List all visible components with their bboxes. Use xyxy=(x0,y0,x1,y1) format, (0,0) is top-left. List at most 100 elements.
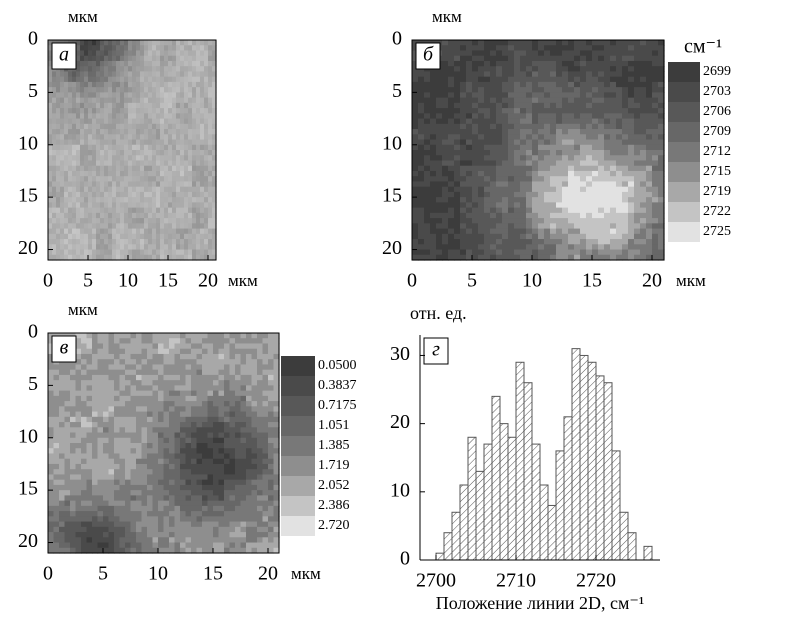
y-tick-label: 10 xyxy=(382,132,402,154)
map-cell xyxy=(484,103,491,109)
map-cell xyxy=(65,448,71,454)
map-cell xyxy=(196,208,201,214)
map-cell xyxy=(580,213,587,219)
map-cell xyxy=(114,422,120,428)
map-cell xyxy=(70,490,76,496)
map-cell xyxy=(520,202,527,208)
map-cell xyxy=(176,155,181,161)
map-cell xyxy=(604,140,611,146)
map-cell xyxy=(616,82,623,88)
map-cell xyxy=(76,417,82,423)
map-cell xyxy=(136,522,142,528)
map-cell xyxy=(52,208,57,214)
map-cell xyxy=(72,155,77,161)
map-cell xyxy=(164,385,170,391)
map-cell xyxy=(526,176,533,182)
map-cell xyxy=(158,391,164,397)
map-cell xyxy=(192,250,197,256)
map-cell xyxy=(520,181,527,187)
map-cell xyxy=(136,150,141,156)
map-cell xyxy=(652,45,659,51)
map-cell xyxy=(556,129,563,135)
map-cell xyxy=(628,77,635,83)
map-cell xyxy=(108,234,113,240)
map-cell xyxy=(556,166,563,172)
map-cell xyxy=(48,480,54,486)
map-cell xyxy=(224,396,230,402)
map-cell xyxy=(188,87,193,93)
map-cell xyxy=(147,370,153,376)
map-cell xyxy=(514,239,521,245)
map-cell xyxy=(64,197,69,203)
map-cell xyxy=(76,244,81,250)
map-cell xyxy=(556,244,563,250)
map-cell xyxy=(153,532,159,538)
map-cell xyxy=(562,176,569,182)
map-cell xyxy=(140,40,145,46)
map-cell xyxy=(87,537,93,543)
map-cell xyxy=(140,171,145,177)
map-cell xyxy=(208,396,214,402)
map-cell xyxy=(114,412,120,418)
map-cell xyxy=(652,50,659,56)
map-cell xyxy=(196,98,201,104)
map-cell xyxy=(81,370,87,376)
map-cell xyxy=(562,71,569,77)
map-cell xyxy=(448,134,455,140)
map-cell xyxy=(92,45,97,51)
map-cell xyxy=(526,155,533,161)
map-cell xyxy=(92,474,98,480)
map-cell xyxy=(184,234,189,240)
map-cell xyxy=(634,134,641,140)
map-cell xyxy=(104,61,109,67)
map-cell xyxy=(140,108,145,114)
map-cell xyxy=(96,155,101,161)
map-cell xyxy=(120,56,125,62)
map-cell xyxy=(466,187,473,193)
map-cell xyxy=(148,181,153,187)
map-cell xyxy=(68,239,73,245)
map-cell xyxy=(52,103,57,109)
map-cell xyxy=(418,92,425,98)
map-cell xyxy=(64,213,69,219)
map-cell xyxy=(219,343,225,349)
map-cell xyxy=(191,343,197,349)
map-cell xyxy=(136,506,142,512)
map-cell xyxy=(574,124,581,130)
map-cell xyxy=(65,490,71,496)
map-cell xyxy=(125,359,131,365)
map-cell xyxy=(87,511,93,517)
map-cell xyxy=(610,155,617,161)
map-cell xyxy=(56,187,61,193)
map-cell xyxy=(169,469,175,475)
map-cell xyxy=(646,250,653,256)
map-cell xyxy=(180,543,186,549)
map-cell xyxy=(48,160,53,166)
map-cell xyxy=(640,155,647,161)
map-cell xyxy=(153,485,159,491)
map-cell xyxy=(192,166,197,172)
map-cell xyxy=(652,140,659,146)
map-cell xyxy=(164,343,170,349)
map-cell xyxy=(147,490,153,496)
map-cell xyxy=(490,92,497,98)
y-tick-label: 5 xyxy=(392,80,402,102)
map-cell xyxy=(96,92,101,98)
map-cell xyxy=(160,87,165,93)
map-cell xyxy=(147,385,153,391)
map-cell xyxy=(200,92,205,98)
map-cell xyxy=(197,474,203,480)
map-cell xyxy=(96,192,101,198)
map-cell xyxy=(592,155,599,161)
map-cell xyxy=(76,181,81,187)
map-cell xyxy=(200,87,205,93)
map-cell xyxy=(580,244,587,250)
map-cell xyxy=(52,202,57,208)
map-cell xyxy=(164,250,169,256)
map-cell xyxy=(92,234,97,240)
map-cell xyxy=(76,150,81,156)
map-cell xyxy=(64,71,69,77)
map-cell xyxy=(120,223,125,229)
map-cell xyxy=(197,527,203,533)
map-cell xyxy=(112,155,117,161)
